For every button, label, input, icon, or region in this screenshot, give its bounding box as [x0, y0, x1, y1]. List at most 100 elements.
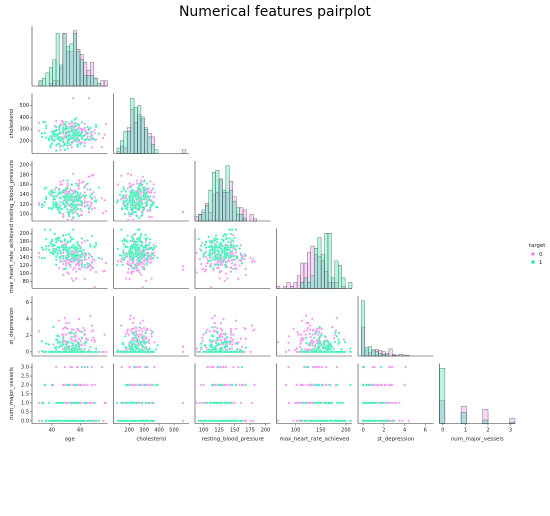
hist-bar-resting_blood_pressure-t1: [222, 189, 227, 222]
hist-bar-age-t1: [79, 59, 84, 87]
point-t1: [224, 265, 228, 269]
point-t0: [219, 327, 223, 331]
point-t0: [62, 179, 65, 182]
point-t1: [54, 125, 58, 129]
point-t1: [301, 401, 305, 405]
point-t1: [202, 350, 205, 354]
point-t0: [213, 321, 217, 325]
point-t0: [67, 190, 71, 193]
point-t1: [338, 419, 341, 423]
point-t1: [73, 195, 77, 198]
hist-bar-num_major_vessels-t1: [460, 412, 467, 424]
point-t1: [203, 344, 207, 347]
point-t1: [304, 336, 308, 340]
point-t1: [94, 350, 98, 354]
point-t1: [64, 419, 68, 423]
point-t0: [232, 333, 235, 336]
x-tick-label: 60: [77, 428, 83, 434]
x-tick-label: 100: [199, 428, 209, 434]
y-tick-label: 1.0: [21, 401, 29, 407]
point-t1: [379, 365, 383, 369]
point-t1: [134, 330, 137, 334]
hist-bar-cholesterol-t1: [137, 105, 142, 154]
hist-bar-max_heart_rate_achieved-t1: [300, 281, 305, 289]
point-t1: [86, 239, 89, 242]
hist-bar-age-t1: [66, 46, 70, 87]
point-t1: [228, 237, 231, 240]
point-t1: [140, 252, 144, 256]
point-t1: [132, 191, 135, 194]
point-t1: [240, 257, 244, 261]
x-tick-label: 200: [261, 428, 271, 434]
point-t0: [238, 383, 241, 387]
point-t1: [144, 233, 147, 237]
point-t1: [224, 253, 228, 257]
point-t1: [317, 330, 321, 334]
y-tick-label: 4: [26, 317, 29, 323]
x-tick-label: 2: [486, 428, 489, 434]
point-t1: [156, 256, 159, 260]
point-t1: [97, 186, 101, 189]
point-t0: [83, 344, 87, 347]
point-t0: [300, 319, 304, 322]
point-t0: [90, 365, 94, 369]
point-t1: [224, 256, 228, 260]
point-t0: [239, 401, 243, 405]
point-t1: [94, 347, 98, 350]
point-t1: [134, 255, 138, 258]
point-t0: [116, 259, 120, 263]
point-t1: [47, 343, 51, 346]
point-t0: [208, 365, 212, 369]
hist-bar-max_heart_rate_achieved-t0: [293, 281, 298, 289]
x-tick-label: 400: [154, 428, 164, 434]
point-t1: [90, 255, 94, 259]
point-t0: [276, 419, 280, 423]
point-t1: [342, 419, 346, 423]
point-t1: [53, 198, 57, 201]
point-t0: [213, 330, 217, 333]
point-t1: [67, 340, 71, 344]
point-t1: [213, 250, 217, 254]
point-t0: [100, 197, 104, 200]
point-t1: [299, 419, 303, 423]
point-t0: [299, 333, 303, 336]
point-t1: [228, 228, 231, 232]
point-t1: [47, 401, 51, 405]
point-t0: [223, 383, 227, 387]
point-t1: [60, 137, 64, 141]
y-axis-label: num_major_vessels: [9, 367, 15, 420]
point-t0: [253, 383, 256, 387]
point-t0: [79, 383, 82, 387]
point-t1: [67, 350, 71, 354]
point-t1: [70, 199, 74, 202]
point-t1: [69, 143, 72, 147]
point-t1: [79, 200, 82, 203]
point-t1: [90, 419, 94, 423]
point-t0: [126, 187, 130, 190]
hist-bar-st_depression-t1: [381, 354, 386, 357]
point-t0: [146, 208, 150, 212]
point-t0: [295, 383, 298, 387]
point-t0: [57, 319, 61, 322]
point-t1: [50, 189, 54, 192]
x-axis-label: resting_blood_pressure: [202, 437, 265, 443]
point-t1: [229, 244, 233, 247]
point-t0: [126, 328, 130, 331]
point-t1: [220, 383, 224, 387]
point-t0: [77, 337, 81, 341]
point-t1: [124, 383, 128, 387]
hist-bar-resting_blood_pressure-t1: [201, 209, 206, 222]
point-t0: [222, 365, 225, 369]
point-t1: [69, 263, 72, 267]
point-t1: [67, 255, 71, 259]
hist-bar-resting_blood_pressure-t1: [208, 189, 213, 222]
point-t1: [76, 184, 79, 187]
point-t1: [57, 210, 61, 214]
point-t1: [335, 419, 339, 423]
point-t0: [129, 173, 133, 177]
point-t0: [311, 344, 315, 347]
point-t1: [76, 143, 79, 146]
point-t1: [218, 246, 222, 250]
point-t1: [73, 206, 77, 210]
point-t1: [308, 341, 312, 345]
